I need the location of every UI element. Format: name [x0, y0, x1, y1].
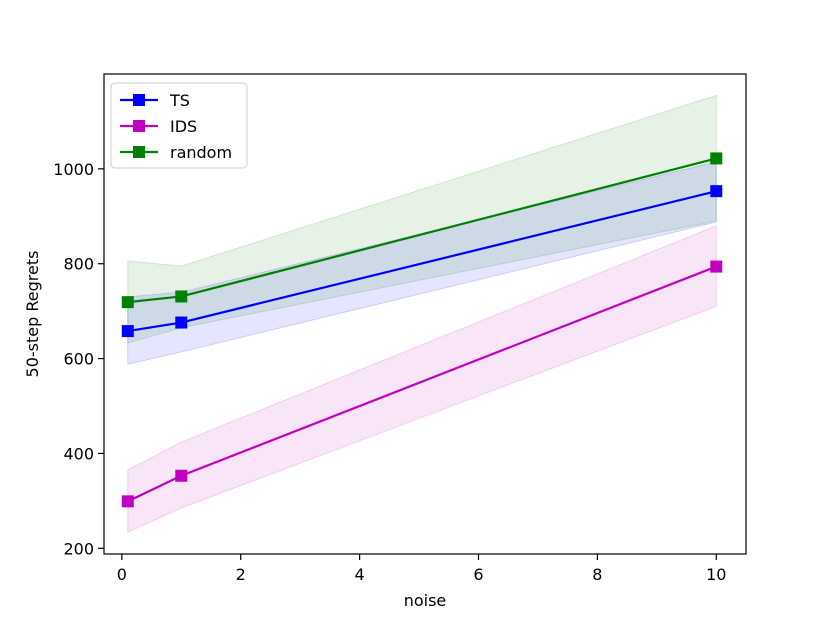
point-IDS-1: [175, 469, 188, 482]
legend-marker-random: [133, 146, 145, 158]
y-axis-label: 50-step Regrets: [23, 251, 42, 378]
band-IDS: [127, 225, 717, 533]
point-IDS-2: [710, 260, 723, 273]
band-random: [127, 94, 717, 344]
plot-frame: [103, 73, 747, 555]
x-tick-label: 8: [592, 565, 602, 584]
point-TS-0: [121, 325, 134, 338]
point-TS-2: [710, 185, 723, 198]
x-tick-label: 6: [473, 565, 483, 584]
x-tick-label: 4: [355, 565, 365, 584]
x-axis-ticks: 0 2 4 6 8 10: [117, 554, 726, 584]
series-markers: [121, 152, 723, 508]
legend: TS IDS random: [110, 82, 248, 169]
point-random-2: [710, 152, 723, 165]
legend-label-TS: TS: [169, 91, 190, 110]
x-tick-label: 2: [236, 565, 246, 584]
y-tick-label: 600: [63, 350, 94, 369]
x-tick-label: 0: [117, 565, 127, 584]
y-axis-ticks: 200 400 600 800 1000: [53, 160, 104, 558]
legend-marker-TS: [133, 94, 145, 106]
y-tick-label: 1000: [53, 160, 94, 179]
y-tick-label: 800: [63, 255, 94, 274]
point-random-0: [121, 296, 134, 309]
point-random-1: [175, 290, 188, 303]
legend-label-random: random: [170, 143, 232, 162]
y-tick-label: 200: [63, 539, 94, 558]
x-tick-label: 10: [706, 565, 726, 584]
point-IDS-0: [121, 495, 134, 508]
legend-marker-IDS: [133, 120, 145, 132]
y-tick-label: 400: [63, 444, 94, 463]
legend-label-IDS: IDS: [170, 117, 197, 136]
x-axis-label: noise: [404, 591, 447, 610]
point-TS-1: [175, 316, 188, 329]
